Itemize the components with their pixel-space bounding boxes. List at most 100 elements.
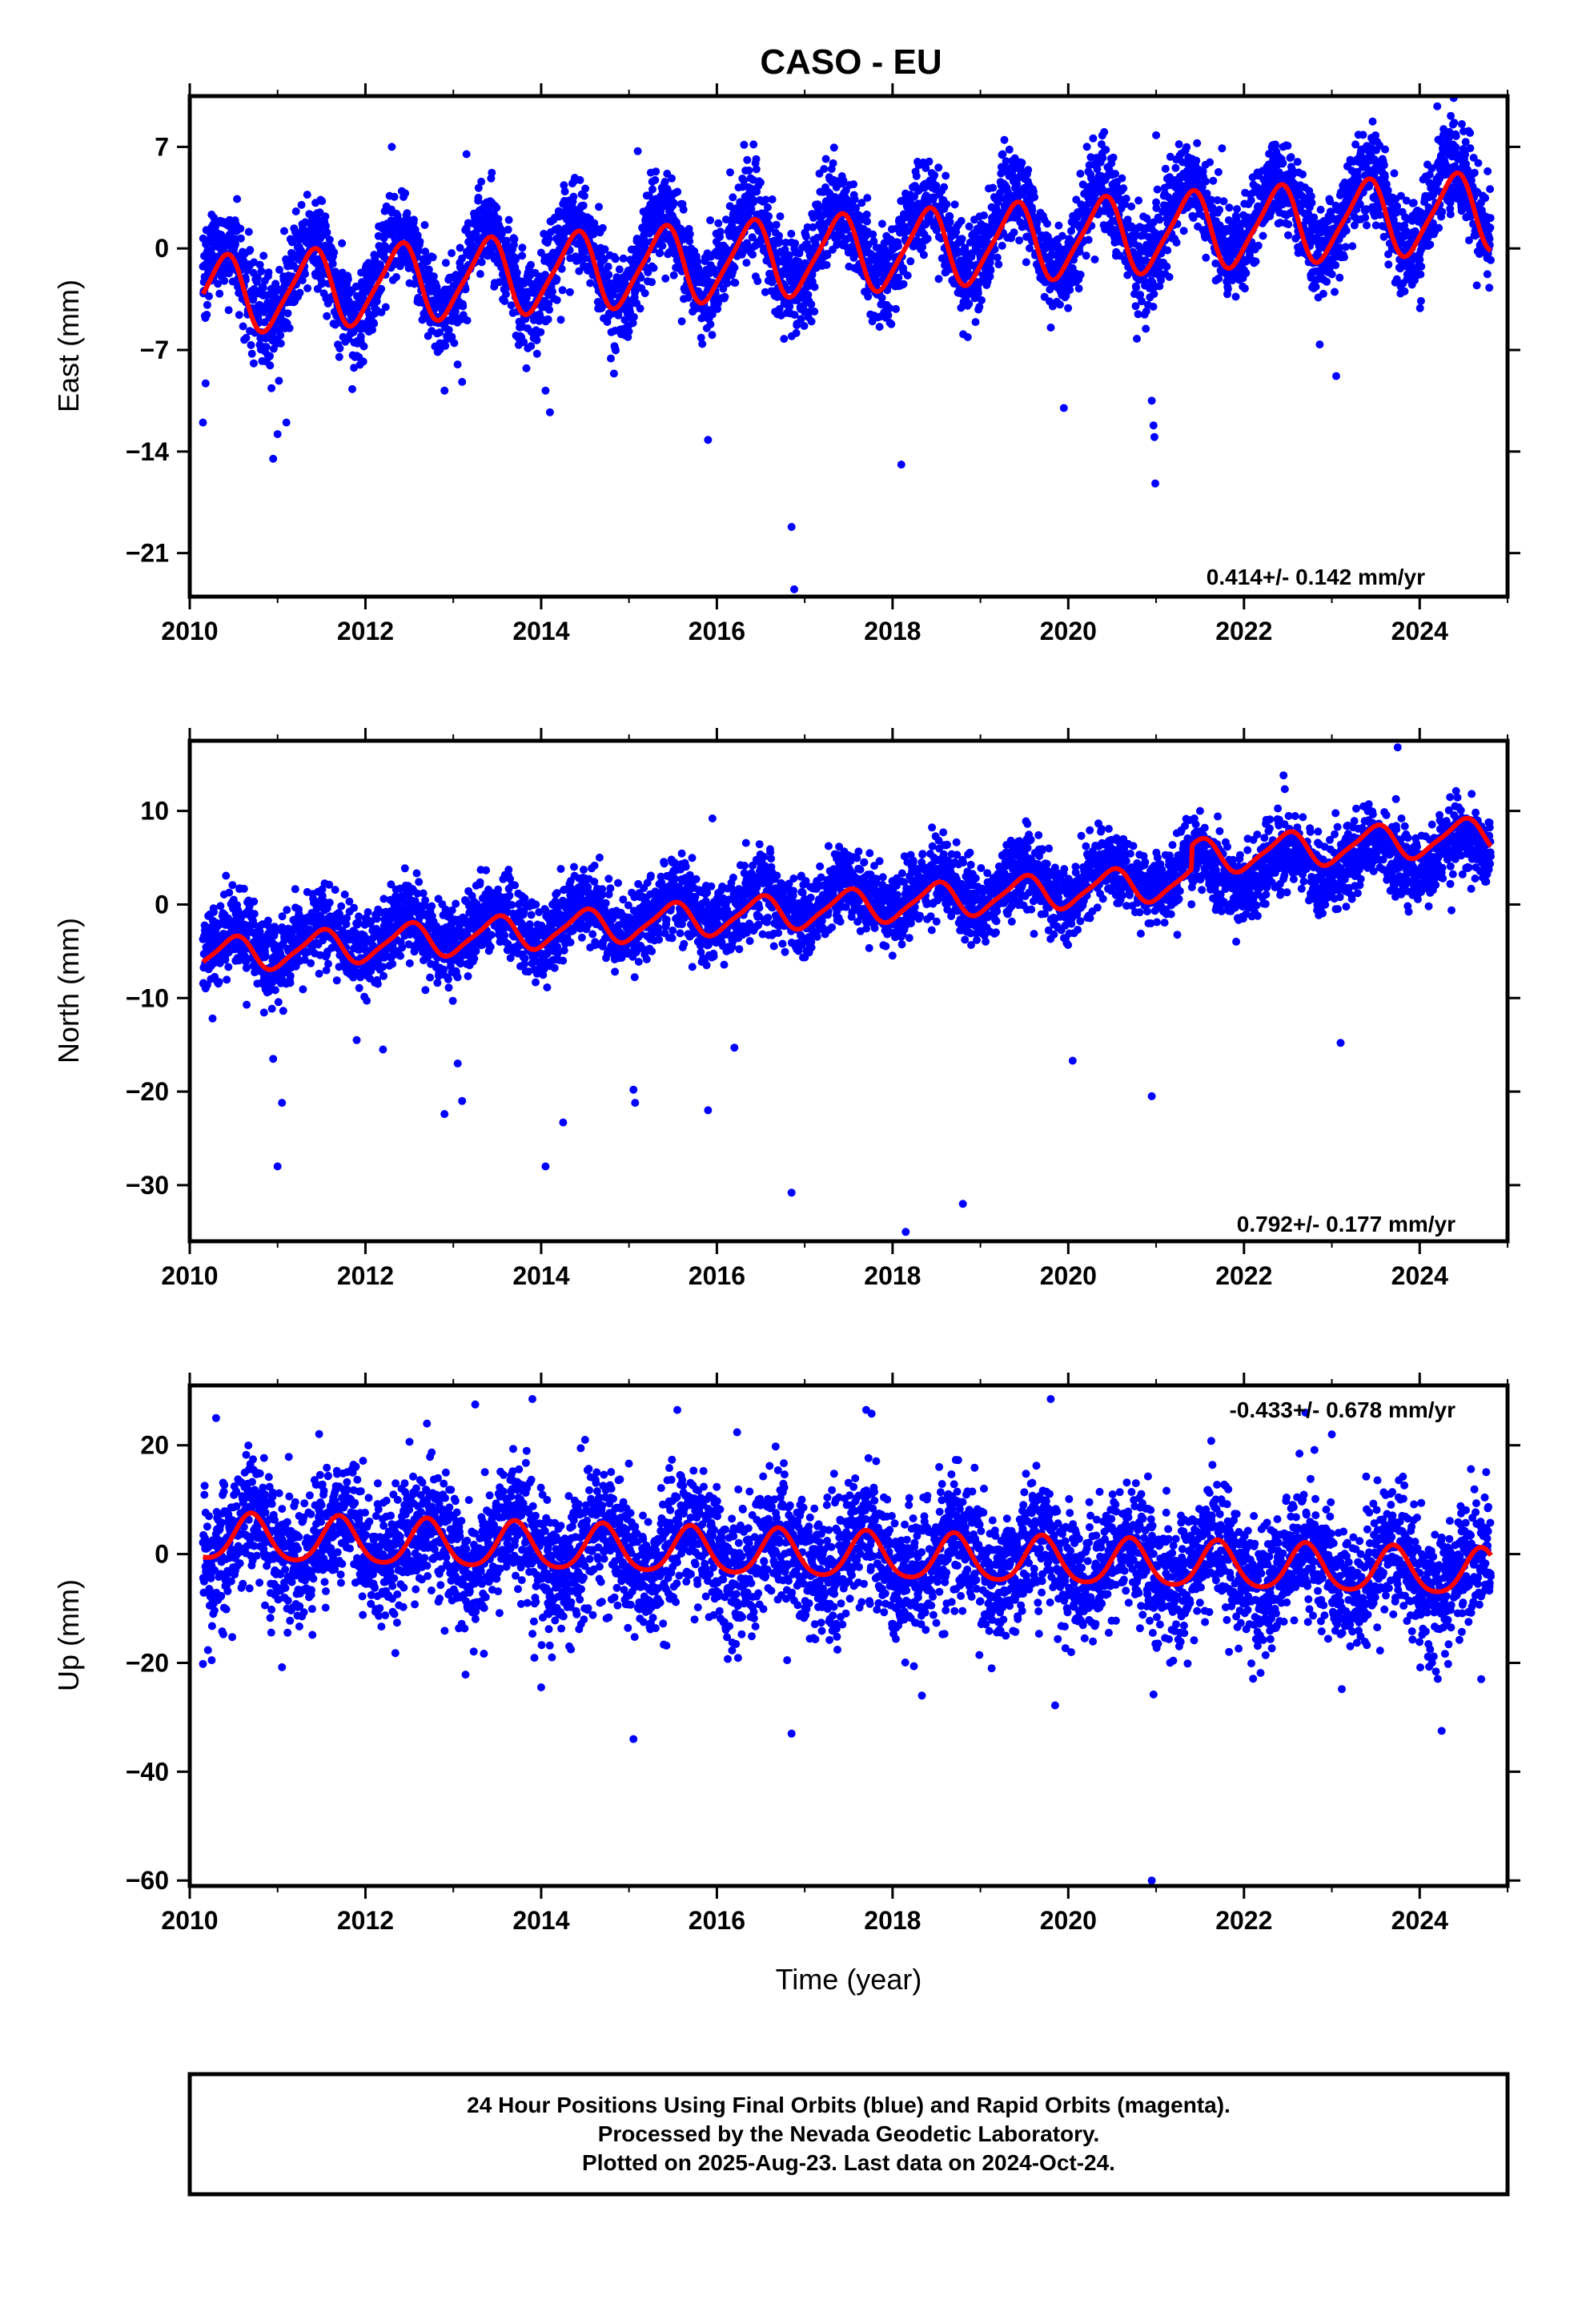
east-axis-ticks: 2010 2012 2014 2016 2018 2020 2022 202470−7−14−… [126,83,1520,645]
data-point [1361,213,1370,222]
data-point [220,276,229,285]
data-point [1335,273,1344,282]
x-tick-label: 2012 [337,617,394,645]
data-point [749,250,757,259]
data-point [441,259,450,267]
data-point [1163,246,1172,255]
data-point [1381,145,1390,154]
data-point [673,187,682,196]
data-point [807,317,816,326]
data-point [532,349,541,358]
data-point [598,223,607,232]
data-point [685,237,694,246]
data-point [323,312,331,320]
data-point [560,187,569,196]
data-point [575,267,584,275]
data-point [1010,228,1018,237]
data-point [474,193,483,202]
data-point [714,219,723,227]
data-point [275,376,283,385]
data-point [1240,284,1249,293]
data-point [780,335,789,344]
data-point [708,331,717,340]
data-point [706,216,715,225]
data-point [335,344,344,352]
data-point [661,178,669,186]
data-point [291,207,300,215]
data-point [894,242,902,251]
data-point [942,200,951,209]
data-point [1153,185,1162,194]
data-point [249,295,258,303]
data-point [297,200,306,209]
data-point [604,271,613,279]
data-point [620,316,629,324]
data-point [1100,127,1109,136]
data-point [1111,170,1119,178]
data-point [1259,231,1267,240]
data-point [696,268,705,277]
data-point [556,316,565,324]
data-point [903,271,912,279]
data-point [1379,161,1388,170]
data-point [1390,169,1399,178]
data-point [1118,174,1126,183]
data-point [280,227,288,235]
data-point [450,339,459,348]
data-point [377,308,386,317]
data-point [235,311,243,320]
data-point [1254,241,1263,250]
data-point [502,290,510,299]
data-point [444,326,453,335]
data-point [381,303,390,312]
data-point [595,203,603,211]
data-point [387,216,396,225]
east-plot-area [199,96,1495,593]
data-point [925,157,934,166]
data-point [579,201,588,210]
data-point [993,253,1002,262]
data-point [1043,219,1051,228]
data-point [685,230,694,239]
data-point [1446,210,1455,219]
data-point [377,284,386,293]
data-point [569,192,578,201]
data-point [520,338,528,347]
data-point [656,248,665,257]
data-point [600,255,608,263]
data-point [1400,287,1409,296]
data-point [418,316,427,324]
data-point [558,286,567,295]
data-point [1284,231,1292,239]
data-point [624,327,633,336]
data-point [335,352,343,361]
data-point [1206,158,1215,167]
data-point [359,357,367,366]
data-point [1076,169,1085,178]
data-point [1165,272,1174,281]
data-point [540,230,548,238]
data-point [276,331,285,340]
data-point [1182,143,1191,151]
data-point [1214,167,1223,176]
data-point [604,263,612,271]
data-point [565,287,574,296]
data-point [343,275,352,283]
data-point [461,285,470,294]
data-point [448,249,456,258]
data-point [504,225,512,234]
data-point [253,273,262,282]
data-point [429,272,438,281]
data-point [205,292,213,300]
data-point [636,304,644,313]
data-point [636,273,645,282]
data-point [677,317,686,326]
data-point [246,246,255,255]
data-point [401,189,410,198]
y-tick-label: −14 [126,437,169,466]
data-point [658,242,667,250]
data-point [1307,199,1316,207]
data-point [1223,284,1232,293]
data-point [267,384,276,392]
